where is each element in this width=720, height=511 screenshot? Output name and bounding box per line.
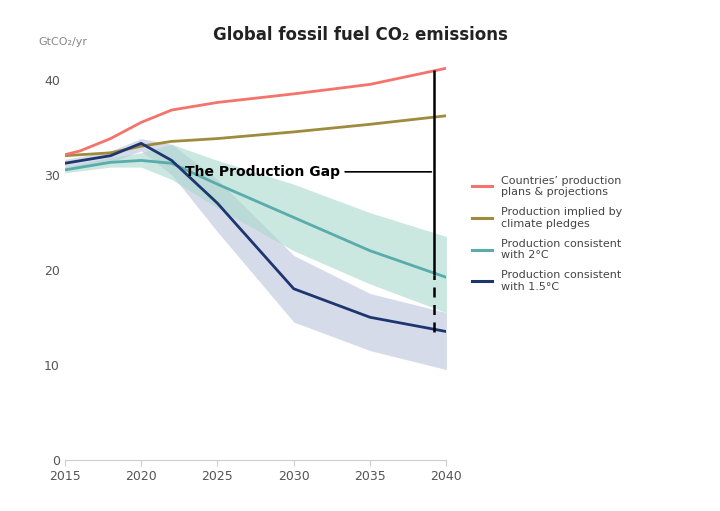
Text: GtCO₂/yr: GtCO₂/yr <box>38 37 87 47</box>
Legend: Countries’ production
plans & projections, Production implied by
climate pledges: Countries’ production plans & projection… <box>467 171 626 296</box>
Text: The Production Gap: The Production Gap <box>184 165 431 179</box>
Text: Global fossil fuel CO₂ emissions: Global fossil fuel CO₂ emissions <box>212 26 508 43</box>
